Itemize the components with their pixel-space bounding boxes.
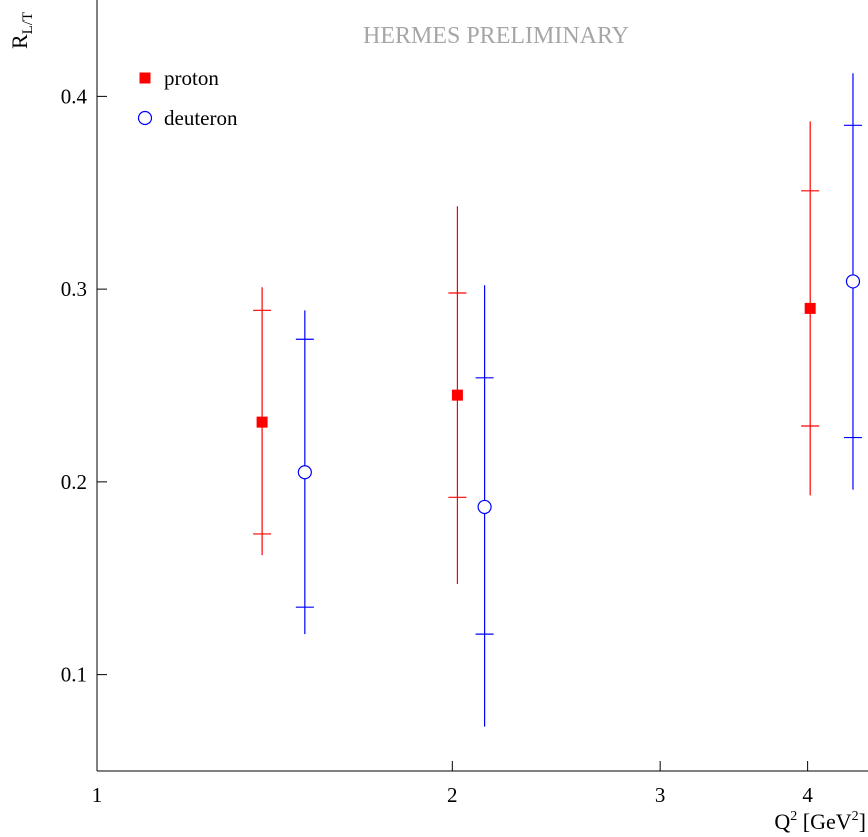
deuteron-marker-2 bbox=[845, 274, 861, 289]
x-axis-label: Q2 [GeV2] bbox=[774, 809, 866, 834]
x-axis-label-q-sup: 2 bbox=[790, 809, 797, 824]
axis-ticks: 1 2 3 4 0.1 0.2 0.3 0.4 bbox=[61, 84, 814, 807]
y-axis-label-sub: L/T bbox=[20, 12, 36, 35]
y-tick-label-2: 0.3 bbox=[61, 277, 87, 301]
legend-marker-proton bbox=[139, 72, 151, 84]
proton-point-2 bbox=[801, 121, 820, 496]
legend-label-proton: proton bbox=[164, 66, 219, 90]
y-tick-label-3: 0.4 bbox=[61, 84, 88, 108]
proton-point-1 bbox=[448, 206, 467, 585]
legend-label-deuteron: deuteron bbox=[164, 106, 238, 130]
proton-marker-1 bbox=[451, 389, 463, 401]
legend: proton deuteron bbox=[137, 66, 238, 130]
y-tick-label-1: 0.2 bbox=[61, 470, 87, 494]
x-tick-label-3: 4 bbox=[802, 783, 813, 807]
x-axis-label-unit: [GeV bbox=[797, 809, 851, 834]
y-tick-label-0: 0.1 bbox=[61, 663, 87, 687]
deuteron-point-0 bbox=[295, 310, 314, 635]
x-axis-label-close: ] bbox=[859, 809, 866, 834]
proton-point-0 bbox=[253, 287, 272, 556]
proton-marker-0 bbox=[256, 416, 268, 428]
x-tick-label-1: 2 bbox=[447, 783, 458, 807]
legend-marker-deuteron bbox=[137, 110, 153, 126]
watermark: HERMES PRELIMINARY bbox=[363, 23, 629, 49]
x-tick-label-2: 3 bbox=[655, 783, 666, 807]
deuteron-marker-1 bbox=[477, 499, 492, 515]
plot-frame bbox=[96, 0, 868, 772]
deuteron-marker-0 bbox=[297, 465, 312, 480]
y-axis-label-main: R bbox=[7, 34, 32, 49]
y-axis-label: RL/T bbox=[7, 12, 36, 49]
deuteron-point-1 bbox=[475, 285, 494, 727]
data-series bbox=[253, 73, 862, 727]
proton-marker-2 bbox=[804, 302, 816, 314]
deuteron-point-2 bbox=[843, 73, 862, 490]
x-axis-label-q: Q bbox=[774, 809, 790, 834]
x-tick-label-0: 1 bbox=[92, 783, 103, 807]
x-axis-label-unit-sup: 2 bbox=[852, 809, 859, 824]
